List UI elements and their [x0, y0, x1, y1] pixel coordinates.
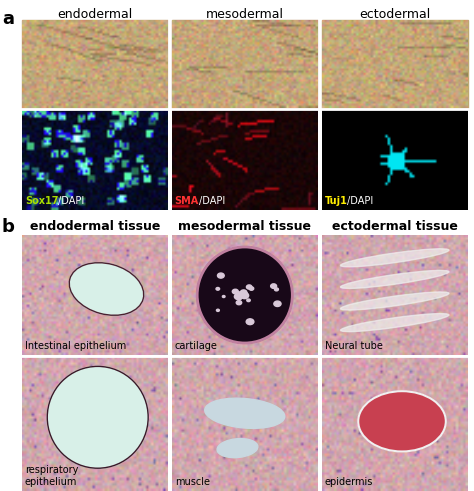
Text: mesodermal: mesodermal: [206, 8, 284, 21]
Ellipse shape: [217, 309, 219, 311]
Text: Neural tube: Neural tube: [325, 341, 383, 351]
Bar: [172, 20, 318, 108]
Ellipse shape: [238, 297, 242, 299]
Text: ectodermal tissue: ectodermal tissue: [332, 220, 458, 233]
Text: cartilage: cartilage: [175, 341, 218, 351]
Ellipse shape: [247, 299, 250, 301]
Text: ectodermal: ectodermal: [359, 8, 430, 21]
Ellipse shape: [274, 288, 278, 291]
Ellipse shape: [340, 249, 449, 267]
Text: Tuj1: Tuj1: [325, 196, 347, 206]
Ellipse shape: [216, 288, 219, 290]
Ellipse shape: [217, 438, 258, 458]
Text: epidermis: epidermis: [325, 477, 373, 487]
Circle shape: [47, 366, 148, 468]
Ellipse shape: [246, 285, 252, 289]
Ellipse shape: [358, 391, 446, 451]
Text: /DAPI: /DAPI: [347, 196, 374, 206]
Text: a: a: [2, 10, 14, 28]
Ellipse shape: [274, 301, 281, 306]
Ellipse shape: [271, 284, 277, 288]
Text: /DAPI: /DAPI: [199, 196, 225, 206]
Ellipse shape: [232, 289, 238, 294]
Bar: [22, 20, 168, 108]
Text: respiratory
epithelium: respiratory epithelium: [25, 465, 78, 487]
Text: endodermal tissue: endodermal tissue: [29, 220, 160, 233]
Circle shape: [197, 247, 292, 343]
Ellipse shape: [246, 319, 254, 325]
Ellipse shape: [249, 287, 254, 290]
Ellipse shape: [69, 263, 144, 315]
Ellipse shape: [205, 398, 285, 428]
Ellipse shape: [243, 292, 247, 296]
Ellipse shape: [218, 273, 224, 278]
Ellipse shape: [340, 271, 449, 288]
Ellipse shape: [238, 297, 241, 299]
Text: Sox17: Sox17: [25, 196, 58, 206]
Ellipse shape: [234, 294, 243, 300]
Ellipse shape: [236, 300, 242, 305]
Ellipse shape: [340, 292, 449, 310]
Ellipse shape: [340, 314, 449, 331]
Ellipse shape: [240, 290, 247, 295]
Ellipse shape: [222, 296, 225, 298]
Text: muscle: muscle: [175, 477, 210, 487]
Text: SMA: SMA: [175, 196, 199, 206]
Text: /DAPI: /DAPI: [58, 196, 84, 206]
Ellipse shape: [240, 293, 249, 299]
Bar: [322, 20, 468, 108]
Ellipse shape: [238, 292, 243, 296]
Text: endodermal: endodermal: [57, 8, 132, 21]
Text: Intestinal epithelium: Intestinal epithelium: [25, 341, 126, 351]
Text: mesodermal tissue: mesodermal tissue: [178, 220, 311, 233]
Text: b: b: [2, 218, 15, 236]
